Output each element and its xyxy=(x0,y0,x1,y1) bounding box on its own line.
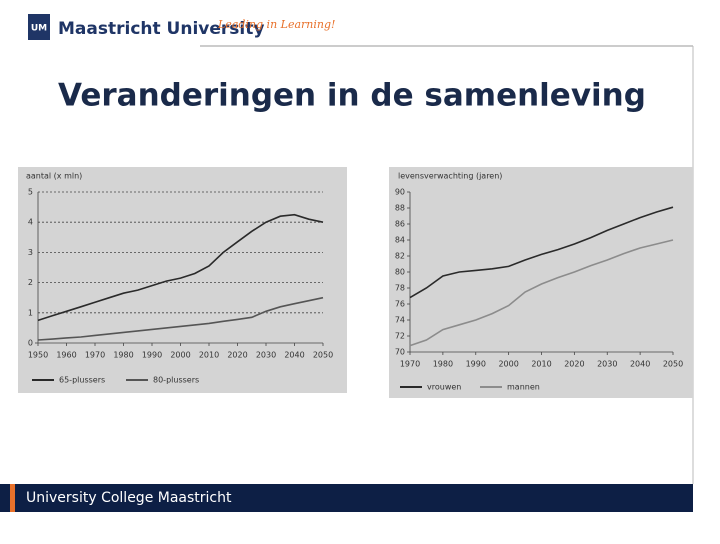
x-tick-label: 1980 xyxy=(433,360,453,369)
x-tick-label: 2010 xyxy=(531,360,551,369)
footer-accent xyxy=(10,484,15,512)
data-line xyxy=(37,296,324,341)
x-tick-label: 1960 xyxy=(56,351,76,360)
x-tick-label: 1990 xyxy=(142,351,162,360)
footer-text: University College Maastricht xyxy=(26,490,232,506)
y-tick-label: 72 xyxy=(395,332,405,341)
legend-label: vrouwen xyxy=(427,383,461,392)
y-tick-label: 5 xyxy=(28,188,33,197)
chart-background xyxy=(389,167,693,398)
y-tick-label: 78 xyxy=(395,284,405,293)
x-tick-label: 1980 xyxy=(113,351,133,360)
x-tick-label: 2040 xyxy=(630,360,650,369)
y-tick-label: 90 xyxy=(395,188,405,197)
x-tick-label: 2030 xyxy=(256,351,276,360)
slide-title: Veranderingen in de samenleving xyxy=(58,78,646,114)
chart-background xyxy=(18,167,347,393)
logo-mark: UM xyxy=(31,24,47,34)
y-tick-label: 3 xyxy=(28,248,33,257)
x-tick-label: 1950 xyxy=(28,351,48,360)
y-tick-label: 2 xyxy=(28,278,33,287)
x-tick-label: 1970 xyxy=(85,351,105,360)
x-tick-label: 2050 xyxy=(313,351,333,360)
data-line xyxy=(409,239,674,347)
y-tick-label: 82 xyxy=(395,252,405,261)
x-tick-label: 2030 xyxy=(597,360,617,369)
x-tick-label: 2000 xyxy=(498,360,518,369)
y-tick-label: 80 xyxy=(395,268,405,277)
footer-bar xyxy=(0,484,693,512)
university-name: Maastricht University xyxy=(58,19,264,39)
y-tick-label: 88 xyxy=(395,204,405,213)
x-tick-label: 2020 xyxy=(227,351,247,360)
y-tick-label: 70 xyxy=(395,348,405,357)
logo-icon xyxy=(28,14,50,40)
x-tick-label: 2040 xyxy=(284,351,304,360)
legend-label: 65-plussers xyxy=(59,376,105,385)
data-line xyxy=(409,206,674,299)
x-tick-label: 1970 xyxy=(400,360,420,369)
y-tick-label: 86 xyxy=(395,220,405,229)
y-tick-label: 4 xyxy=(28,218,33,227)
tagline: Leading in Learning! xyxy=(217,18,335,31)
x-tick-label: 2000 xyxy=(170,351,190,360)
x-tick-label: 2010 xyxy=(199,351,219,360)
data-line xyxy=(37,213,324,322)
y-tick-label: 76 xyxy=(395,300,405,309)
legend-label: 80-plussers xyxy=(153,376,199,385)
y-tick-label: 0 xyxy=(28,339,33,348)
y-tick-label: 1 xyxy=(28,308,33,317)
y-tick-label: 74 xyxy=(395,316,405,325)
x-tick-label: 2020 xyxy=(564,360,584,369)
x-tick-label: 2050 xyxy=(663,360,683,369)
legend-label: mannen xyxy=(507,383,540,392)
x-tick-label: 1990 xyxy=(466,360,486,369)
y-axis-label: aantal (x mln) xyxy=(26,172,82,181)
y-tick-label: 84 xyxy=(395,236,405,245)
y-axis-label: levensverwachting (jaren) xyxy=(398,172,502,181)
